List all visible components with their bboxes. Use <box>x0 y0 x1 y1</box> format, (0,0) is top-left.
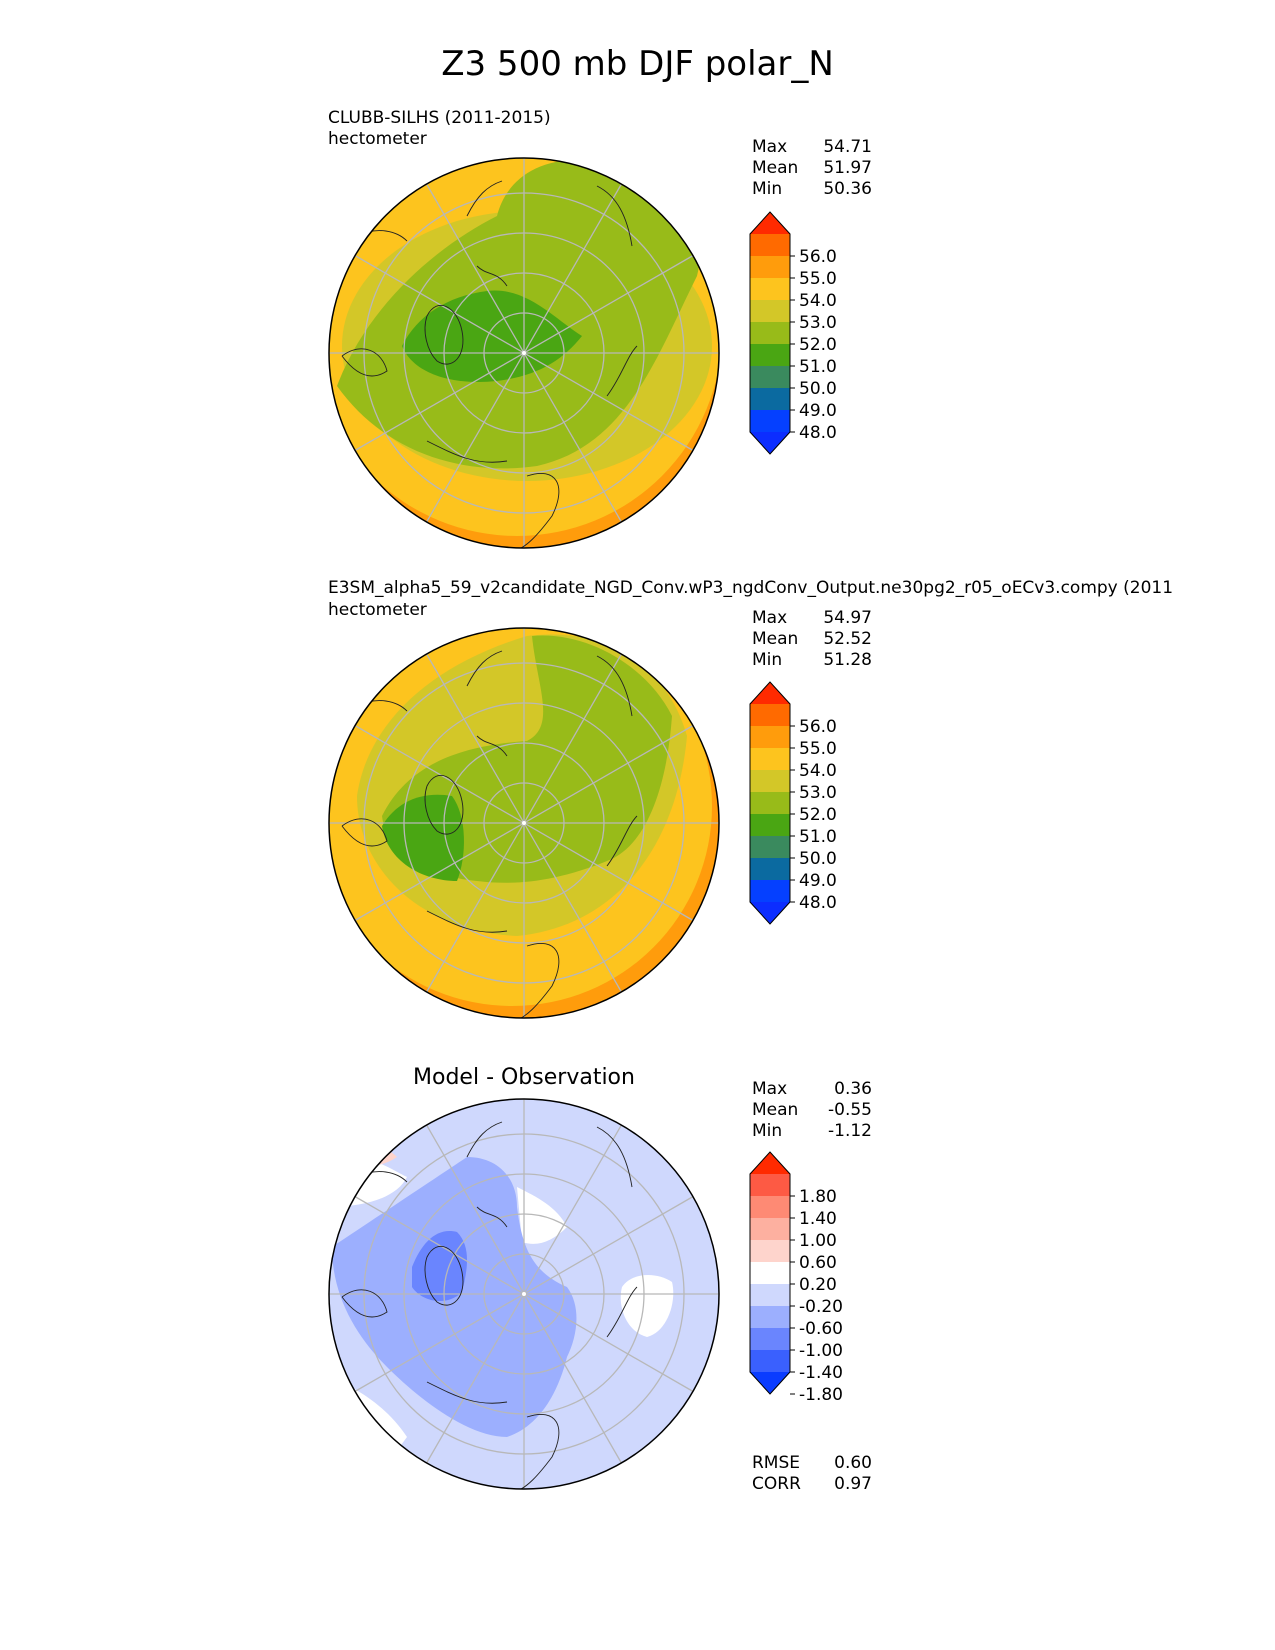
panel-3-polar-map <box>328 1098 720 1490</box>
panel-2-max: 54.97 <box>823 608 872 628</box>
colorbar-tick-label: 51.0 <box>799 827 837 847</box>
colorbar-segment <box>750 748 790 771</box>
colorbar-tick-label: 50.0 <box>799 849 837 869</box>
panel-3-max: 0.36 <box>834 1079 872 1099</box>
colorbar-tick-label: 0.60 <box>799 1253 837 1273</box>
panel-3-mean: -0.55 <box>828 1100 872 1120</box>
colorbar-extend-bottom <box>750 1372 790 1394</box>
panel-1-polar-map <box>328 157 720 549</box>
panel-3-colorbar: 1.801.401.000.600.20-0.20-0.60-1.00-1.40… <box>749 1151 843 1405</box>
colorbar-tick-label: 52.0 <box>799 335 837 355</box>
colorbar-segment <box>750 410 790 433</box>
colorbar-tick-label: 54.0 <box>799 291 837 311</box>
colorbar-tick-label: 55.0 <box>799 739 837 759</box>
colorbar-tick-label: 56.0 <box>799 717 837 737</box>
colorbar-segment <box>750 726 790 749</box>
colorbar-tick-label: 53.0 <box>799 313 837 333</box>
panel-2-colorbar: 56.055.054.053.052.051.050.049.048.0 <box>749 681 837 925</box>
panel-2-map-border <box>328 627 720 1019</box>
panel-1-max: 54.71 <box>823 137 872 157</box>
colorbar-segment <box>750 278 790 301</box>
colorbar-segment <box>750 344 790 367</box>
colorbar-tick-label: -1.00 <box>799 1341 843 1361</box>
panel-1-units: hectometer <box>328 129 427 149</box>
colorbar-segment <box>750 366 790 389</box>
colorbar-segment <box>750 1306 790 1329</box>
panel-3-pole-marker <box>522 1292 526 1296</box>
colorbar-tick-label: 48.0 <box>799 423 837 443</box>
colorbar-segment <box>750 880 790 903</box>
colorbar-segment <box>750 1328 790 1351</box>
colorbar-segment <box>750 388 790 411</box>
colorbar-segment <box>750 814 790 837</box>
panel-1-map-border <box>328 157 720 549</box>
colorbar-segment <box>750 1262 790 1285</box>
colorbar-tick-label: 54.0 <box>799 761 837 781</box>
panel-3-map-border <box>328 1098 720 1490</box>
panel-2-pole-marker <box>522 821 526 825</box>
panel-3-error-stats: RMSE 0.60 CORR 0.97 <box>752 1453 872 1494</box>
colorbar-tick-label: 0.20 <box>799 1275 837 1295</box>
colorbar-segment <box>750 858 790 881</box>
colorbar-tick-label: 48.0 <box>799 893 837 913</box>
panel-3-coastlines <box>341 1121 638 1489</box>
panel-3-title: Model - Observation <box>413 1065 635 1090</box>
colorbar-segment <box>750 836 790 859</box>
colorbar-tick-label: 52.0 <box>799 805 837 825</box>
colorbar-segment <box>750 1196 790 1219</box>
panel-2-units: hectometer <box>328 600 427 620</box>
colorbar-tick-label: -0.60 <box>799 1319 843 1339</box>
panel-1-case-name: CLUBB-SILHS (2011-2015) <box>328 108 551 128</box>
colorbar-tick-label: 49.0 <box>799 871 837 891</box>
colorbar-segment <box>750 1240 790 1263</box>
colorbar-segment <box>750 1350 790 1373</box>
colorbar-tick-label: 56.0 <box>799 247 837 267</box>
panel-1-pole-marker <box>522 351 526 355</box>
figure-title: Z3 500 mb DJF polar_N <box>441 44 834 84</box>
panel-2-min: 51.28 <box>823 650 872 670</box>
colorbar-segment <box>750 300 790 323</box>
colorbar-extend-bottom <box>750 432 790 454</box>
colorbar-tick-label: -1.80 <box>799 1385 843 1405</box>
panel-1-stats: Max 54.71 Mean 51.97 Min 50.36 <box>752 137 872 199</box>
colorbar-extend-bottom <box>750 902 790 924</box>
panel-2-stats: Max 54.97 Mean 52.52 Min 51.28 <box>752 608 872 670</box>
panel-3-min: -1.12 <box>828 1121 872 1141</box>
colorbar-extend-top <box>750 682 790 704</box>
colorbar-segment <box>750 770 790 793</box>
panel-1-colorbar: 56.055.054.053.052.051.050.049.048.0 <box>749 211 837 455</box>
colorbar-segment <box>750 792 790 815</box>
colorbar-segment <box>750 704 790 727</box>
colorbar-tick-label: 53.0 <box>799 783 837 803</box>
colorbar-tick-label: 49.0 <box>799 401 837 421</box>
colorbar-tick-label: -0.20 <box>799 1297 843 1317</box>
colorbar-extend-top <box>750 1152 790 1174</box>
panel-2-polar-map <box>328 627 720 1019</box>
colorbar-tick-label: 1.00 <box>799 1231 837 1251</box>
colorbar-extend-top <box>750 212 790 234</box>
colorbar-tick-label: 51.0 <box>799 357 837 377</box>
panel-2-mean: 52.52 <box>823 629 872 649</box>
panel-3-band-minus-1-0 <box>412 1231 467 1302</box>
colorbar-segment <box>750 1218 790 1241</box>
panel-2-coastlines <box>341 650 638 1018</box>
colorbar-segment <box>750 1174 790 1197</box>
colorbar-tick-label: 55.0 <box>799 269 837 289</box>
panel-3-stats: Max 0.36 Mean -0.55 Min -1.12 <box>752 1079 872 1141</box>
panel-3-rmse: 0.60 <box>834 1453 872 1473</box>
colorbar-segment <box>750 234 790 257</box>
panel-2-case-name: E3SM_alpha5_59_v2candidate_NGD_Conv.wP3_… <box>328 578 1174 598</box>
panel-3-corr: 0.97 <box>834 1474 872 1494</box>
colorbar-tick-label: 1.80 <box>799 1187 837 1207</box>
panel-2-band-51 <box>382 794 464 881</box>
colorbar-segment <box>750 322 790 345</box>
panel-1-min: 50.36 <box>823 179 872 199</box>
colorbar-tick-label: 50.0 <box>799 379 837 399</box>
panel-1-band-50 <box>402 290 582 382</box>
colorbar-segment <box>750 256 790 279</box>
colorbar-tick-label: -1.40 <box>799 1363 843 1383</box>
panel-1-mean: 51.97 <box>823 158 872 178</box>
colorbar-tick-label: 1.40 <box>799 1209 837 1229</box>
colorbar-segment <box>750 1284 790 1307</box>
